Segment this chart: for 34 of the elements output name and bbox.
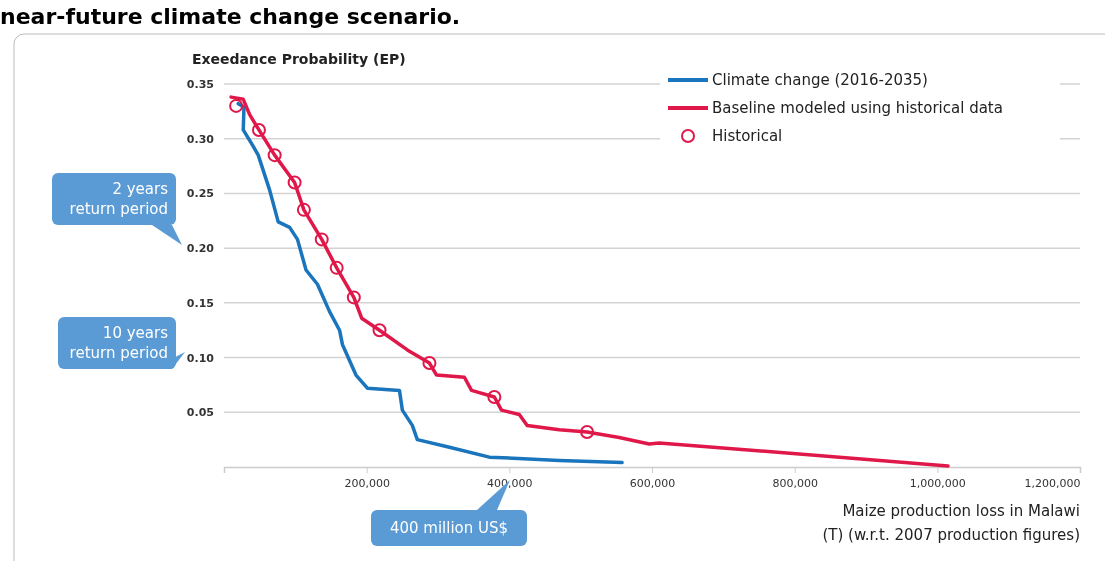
point [229,98,244,113]
text: 10 years return period [69,324,169,362]
legend-label: Historical [712,127,783,145]
y-tick-label: 0.25 [186,187,214,201]
point [487,389,502,404]
point [314,232,329,247]
x-axis-title: Maize production loss in Malawi (T) (w.r.t. 2007 production figures) [822,502,1080,544]
point [422,356,437,371]
x-tick-label: 200,000 [344,476,390,490]
y-axis-title: Exeedance Probability (EP) [192,51,406,67]
point [580,424,595,439]
y-tick-label: 0.10 [186,351,215,365]
point [372,323,387,338]
chart-title: near-future climate change scenario. [0,4,461,29]
legend-label: Baseline modeled using historical data [712,99,1003,117]
point [346,290,361,305]
point [296,202,311,217]
y-tick-label: 0.30 [186,132,215,146]
x-tick-label: 800,000 [772,476,818,490]
x-tick-label: 1,000,000 [909,476,966,490]
y-tick-label: 0.05 [186,406,214,420]
y-tick-label: 0.15 [186,296,214,310]
point [267,148,282,163]
point [251,122,266,137]
point [329,260,344,275]
legend-label: Climate change (2016-2035) [712,71,928,89]
y-tick-label: 0.35 [186,78,214,92]
x-tick-label: 600,000 [629,476,676,490]
y-tick-label: 0.20 [186,242,215,256]
point [287,175,302,190]
x-tick-label: 400,000 [487,476,533,490]
text: 2 years return period [69,180,169,218]
text: 400 million US$ [389,519,509,537]
x-tick-label: 1,200,000 [1024,476,1081,490]
